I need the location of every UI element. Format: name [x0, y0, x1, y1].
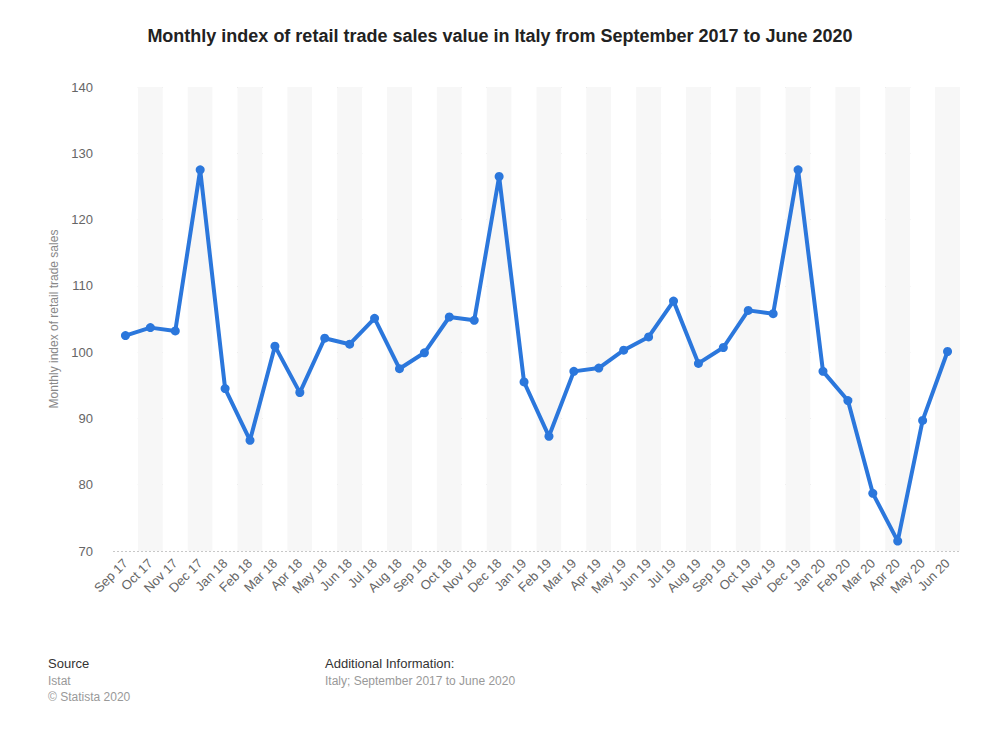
svg-text:Jun 19: Jun 19	[615, 555, 654, 594]
svg-text:Additional Information:: Additional Information:	[325, 656, 454, 671]
svg-text:Mar 19: Mar 19	[540, 555, 580, 595]
svg-text:Nov 18: Nov 18	[439, 555, 480, 596]
svg-text:Mar 18: Mar 18	[241, 555, 281, 595]
svg-text:Jul 18: Jul 18	[344, 555, 380, 591]
svg-text:Italy; September 2017 to June: Italy; September 2017 to June 2020	[325, 674, 515, 688]
svg-text:Jan 20: Jan 20	[790, 555, 829, 594]
svg-text:May 20: May 20	[887, 555, 928, 597]
svg-text:May 19: May 19	[588, 555, 629, 597]
svg-text:Apr 19: Apr 19	[566, 555, 605, 594]
svg-text:Sep 17: Sep 17	[91, 555, 131, 596]
svg-text:© Statista 2020: © Statista 2020	[48, 690, 131, 704]
svg-text:Monthly index of retail trade: Monthly index of retail trade sales valu…	[147, 26, 852, 46]
svg-text:Aug 19: Aug 19	[664, 555, 704, 596]
svg-text:Jan 18: Jan 18	[192, 555, 231, 594]
svg-text:Jan 19: Jan 19	[491, 555, 530, 594]
svg-text:Mar 20: Mar 20	[838, 555, 879, 595]
svg-text:Oct 18: Oct 18	[417, 555, 455, 594]
svg-text:Oct 19: Oct 19	[715, 555, 754, 594]
svg-text:Nov 19: Nov 19	[738, 555, 779, 596]
svg-text:110: 110	[72, 278, 93, 293]
svg-text:Aug 18: Aug 18	[365, 555, 405, 596]
svg-text:80: 80	[79, 477, 93, 492]
svg-text:Sep 18: Sep 18	[390, 555, 430, 596]
svg-text:Dec 17: Dec 17	[165, 555, 206, 596]
svg-text:Jul 19: Jul 19	[643, 555, 679, 591]
svg-text:Source: Source	[48, 656, 89, 671]
svg-text:Jun 18: Jun 18	[316, 555, 355, 594]
svg-text:Jun 20: Jun 20	[915, 556, 953, 594]
svg-text:140: 140	[71, 80, 93, 95]
svg-text:Feb 19: Feb 19	[515, 555, 555, 595]
svg-text:May 18: May 18	[289, 555, 331, 597]
svg-text:130: 130	[71, 146, 93, 161]
svg-text:70: 70	[79, 544, 93, 559]
svg-text:Sep 19: Sep 19	[688, 555, 729, 596]
svg-text:Apr 18: Apr 18	[267, 555, 306, 594]
svg-text:Oct 17: Oct 17	[118, 555, 156, 594]
svg-text:120: 120	[71, 212, 93, 227]
svg-text:Dec 18: Dec 18	[464, 555, 505, 596]
svg-text:90: 90	[79, 411, 93, 426]
svg-text:Feb 18: Feb 18	[216, 555, 256, 595]
svg-text:100: 100	[71, 345, 93, 360]
svg-text:Monthly index of retail trade: Monthly index of retail trade sales	[47, 230, 61, 409]
svg-text:Feb 20: Feb 20	[814, 555, 854, 595]
svg-text:Nov 17: Nov 17	[140, 555, 181, 596]
svg-text:Dec 19: Dec 19	[763, 555, 804, 596]
svg-text:Istat: Istat	[48, 674, 71, 688]
svg-text:Apr 20: Apr 20	[865, 555, 903, 594]
